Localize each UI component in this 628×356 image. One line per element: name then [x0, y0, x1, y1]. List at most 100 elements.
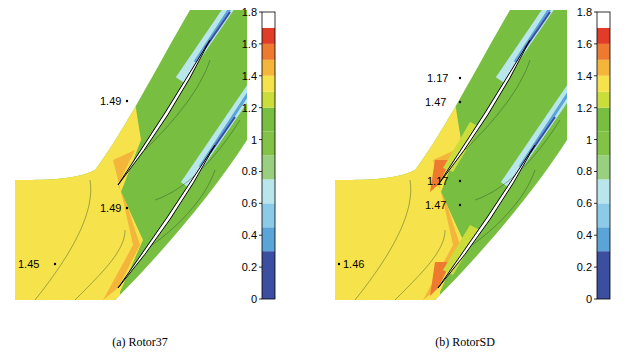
- colorbar-band: [262, 92, 275, 108]
- colorbar-tick-label: 0.8: [577, 165, 592, 177]
- colorbar-tick-label: 1: [586, 134, 592, 146]
- colorbar-band: [597, 44, 610, 60]
- colorbar-band: [262, 44, 275, 60]
- colorbar: 00.20.40.60.811.21.41.61.8: [242, 6, 275, 305]
- field-fill: [325, 0, 585, 320]
- colorbar-band: [262, 132, 275, 156]
- colorbar-tick: [594, 75, 597, 76]
- colorbar-band: [262, 60, 275, 76]
- field: 1.451.491.49: [5, 0, 265, 320]
- blade: [118, 145, 215, 288]
- colorbar-band: [262, 227, 275, 251]
- field: 1.461.171.471.171.47: [325, 0, 585, 320]
- colorbar-band: [597, 60, 610, 76]
- annotation: 1.49: [100, 202, 121, 214]
- colorbar-tick-label: 0.4: [577, 229, 592, 241]
- colorbar-tick: [594, 12, 597, 13]
- colorbar-tick-label: 0.2: [577, 261, 592, 273]
- contour-line: [475, 120, 560, 200]
- annotation: 1.46: [343, 258, 364, 270]
- probe-dot: [459, 101, 461, 103]
- colorbar-band: [597, 108, 610, 132]
- panel-title: (b) RotorSD: [435, 335, 495, 349]
- colorbar-tick: [594, 171, 597, 172]
- annotation: 1.47: [425, 96, 446, 108]
- probe-dot: [338, 263, 340, 265]
- annotation: 1.47: [425, 199, 446, 211]
- contour-line: [465, 60, 530, 150]
- probe-dot: [459, 180, 461, 182]
- colorbar-frame: [262, 12, 275, 299]
- colorbar-band: [262, 251, 275, 299]
- colorbar-tick-label: 0.8: [242, 165, 257, 177]
- colorbar-tick-label: 0: [586, 293, 592, 305]
- colorbar-tick-label: 0.2: [242, 261, 257, 273]
- contour-line: [355, 180, 411, 300]
- shock-region: [423, 150, 460, 300]
- colorbar-tick-label: 1.8: [577, 6, 592, 18]
- colorbar-band: [597, 179, 610, 203]
- contour-line: [35, 180, 91, 300]
- contour-line: [75, 230, 125, 300]
- colorbar: 0 0.2 0.4 0.6 0.8 1 1.2 1.4 1.6 1.8: [577, 6, 610, 305]
- colorbar-band: [262, 28, 275, 44]
- colorbar-tick-label: 1.4: [242, 70, 257, 82]
- colorbar-tick: [594, 235, 597, 236]
- shock-region: [103, 150, 140, 300]
- panel: 1.451.491.4900.20.40.60.811.21.41.61.8(a…: [5, 0, 275, 349]
- colorbar-tick-label: 0.4: [242, 229, 257, 241]
- colorbar-tick: [259, 75, 262, 76]
- annotation: 1.45: [18, 258, 39, 270]
- colorbar-tick: [594, 267, 597, 268]
- blade: [438, 145, 535, 288]
- wake: [185, 75, 260, 185]
- contour-line: [485, 200, 567, 300]
- colorbar-band: [597, 203, 610, 227]
- probe-dot: [459, 204, 461, 206]
- panel-title: (a) Rotor37: [112, 335, 168, 349]
- colorbar-band: [597, 251, 610, 299]
- colorbar-band: [597, 227, 610, 251]
- colorbar-tick-label: 0: [251, 293, 257, 305]
- colorbar-tick: [259, 299, 262, 300]
- colorbar-tick: [259, 139, 262, 140]
- colorbar-tick: [594, 299, 597, 300]
- probe-dot: [54, 263, 56, 265]
- colorbar-tick: [259, 171, 262, 172]
- expansion-region: [443, 122, 480, 275]
- colorbar-band: [262, 203, 275, 227]
- colorbar-band: [262, 108, 275, 132]
- wake: [500, 0, 575, 80]
- outlet-region: [325, 0, 585, 320]
- contour-line: [155, 120, 240, 200]
- blade: [438, 40, 530, 185]
- blade: [118, 40, 210, 185]
- probe-dot: [459, 77, 461, 79]
- contour-line: [145, 60, 210, 150]
- colorbar-band: [597, 92, 610, 108]
- colorbar-tick-label: 1.2: [577, 102, 592, 114]
- colorbar-tick: [594, 203, 597, 204]
- colorbar-band: [597, 76, 610, 92]
- colorbar-tick: [259, 107, 262, 108]
- contour-line: [395, 230, 445, 300]
- colorbar-tick-label: 1.4: [577, 70, 592, 82]
- panel: 1.461.171.471.171.4700.20.40.60.811.21.4…: [325, 0, 610, 349]
- colorbar-tick: [259, 203, 262, 204]
- probe-dot: [126, 100, 128, 102]
- annotation: 1.17: [427, 175, 448, 187]
- inlet-region: [5, 90, 143, 320]
- colorbar-tick-label: 1.8: [242, 6, 257, 18]
- wake: [505, 75, 580, 185]
- colorbar-tick-label: 1: [251, 134, 257, 146]
- colorbar-tick: [259, 267, 262, 268]
- colorbar-tick-label: 1.6: [577, 38, 592, 50]
- colorbar-tick-label: 0.6: [577, 197, 592, 209]
- outlet-region: [5, 0, 265, 320]
- wake: [200, 83, 255, 167]
- probe-dot: [126, 207, 128, 209]
- colorbar-tick: [259, 12, 262, 13]
- colorbar-band: [597, 132, 610, 156]
- field-fill: [5, 0, 265, 320]
- colorbar-tick-label: 1.2: [242, 102, 257, 114]
